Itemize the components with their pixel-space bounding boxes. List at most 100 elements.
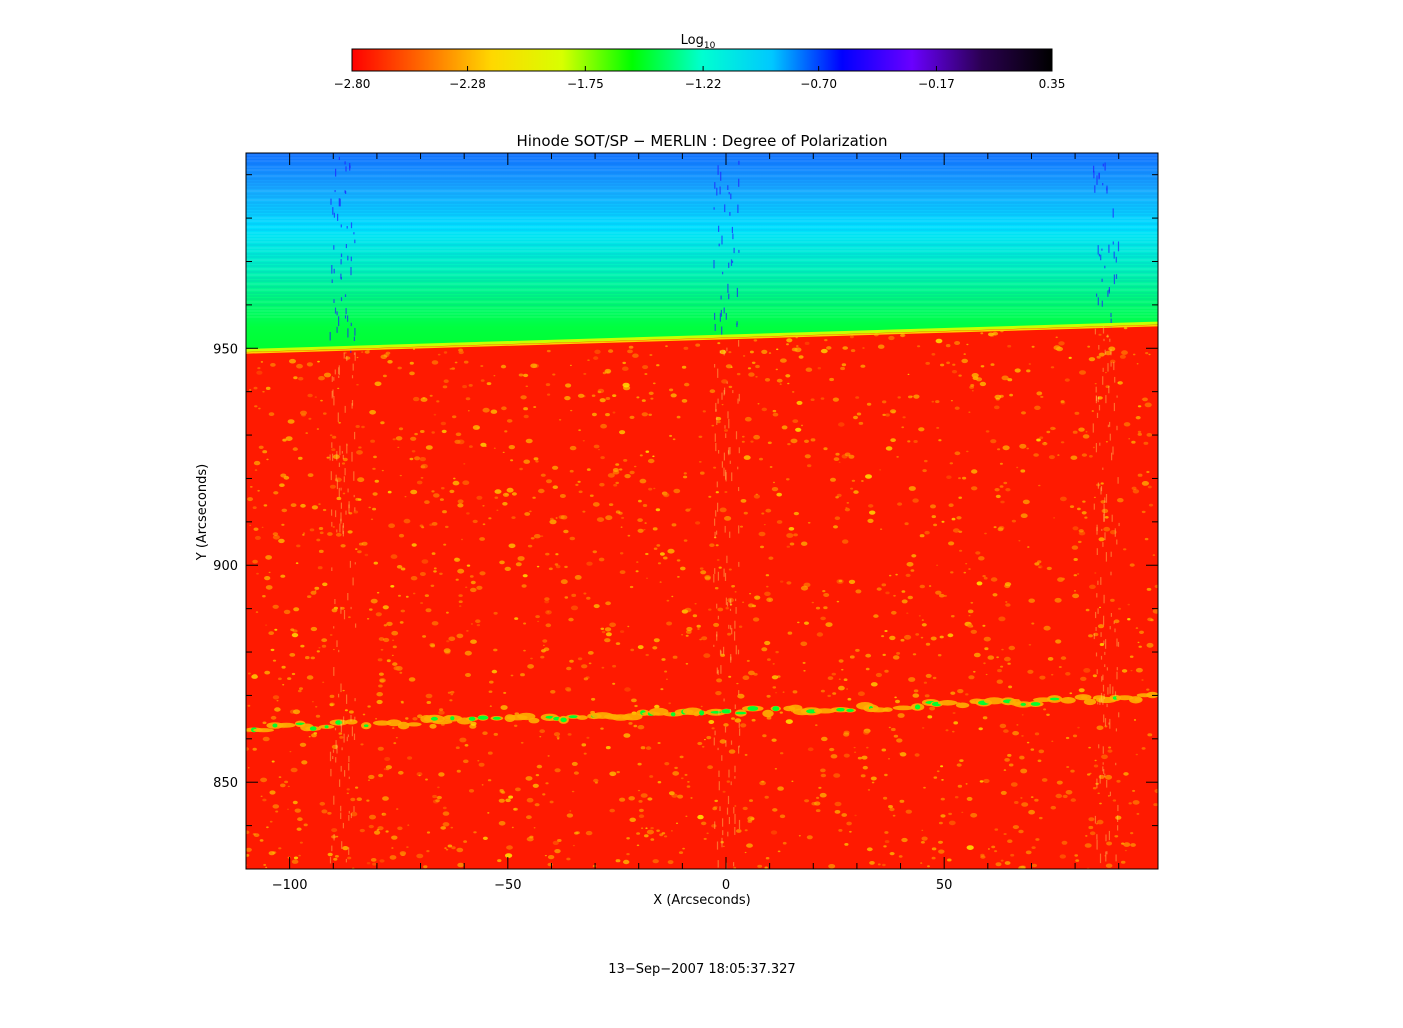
- speckle: [400, 700, 404, 703]
- speckle: [1036, 391, 1043, 396]
- speckle: [302, 534, 305, 536]
- speckle: [290, 503, 297, 507]
- streak-pixel: [342, 525, 344, 534]
- speckle: [558, 419, 562, 421]
- speckle: [553, 732, 561, 737]
- speckle: [1065, 736, 1070, 740]
- speckle: [919, 584, 925, 589]
- speckle: [530, 537, 535, 540]
- streak-pixel: [1112, 208, 1114, 218]
- speckle: [291, 672, 296, 676]
- streak-pixel: [343, 733, 345, 743]
- speckle: [520, 673, 525, 677]
- streak-pixel: [1103, 594, 1105, 604]
- streak-pixel: [716, 841, 719, 850]
- speckle: [1077, 726, 1080, 729]
- y-tick-label: 850: [213, 776, 238, 791]
- speckle: [853, 746, 856, 749]
- streak-pixel: [1098, 404, 1101, 411]
- speckle: [438, 772, 445, 777]
- speckle: [787, 631, 793, 635]
- streak-pixel: [723, 307, 725, 314]
- speckle: [598, 557, 605, 562]
- speckle: [1094, 759, 1097, 762]
- speckle: [823, 606, 828, 610]
- speckle: [716, 678, 723, 683]
- speckle: [262, 390, 265, 393]
- speckle: [256, 572, 259, 575]
- speckle: [804, 454, 811, 459]
- speckle: [622, 366, 629, 371]
- speckle: [695, 521, 701, 525]
- speckle: [924, 459, 928, 463]
- speckle: [523, 414, 529, 419]
- speckle: [433, 413, 437, 416]
- speckle: [439, 572, 443, 575]
- speckle: [1069, 505, 1075, 508]
- speckle: [473, 831, 477, 834]
- speckle: [426, 701, 432, 704]
- speckle: [838, 461, 841, 463]
- speckle: [764, 378, 771, 382]
- streak-pixel: [333, 667, 335, 676]
- speckle: [249, 486, 253, 488]
- speckle: [1089, 831, 1096, 836]
- speckle: [829, 747, 835, 752]
- speckle: [443, 543, 447, 546]
- speckle: [790, 438, 798, 444]
- speckle: [1146, 433, 1153, 437]
- speckle: [920, 862, 923, 864]
- speckle: [925, 673, 932, 678]
- speckle: [246, 847, 252, 852]
- speckle: [781, 425, 788, 430]
- speckle: [289, 653, 296, 657]
- speckle: [1043, 708, 1047, 711]
- speckle: [254, 469, 258, 471]
- speckle: [1132, 800, 1140, 805]
- speckle: [278, 677, 282, 681]
- speckle: [748, 670, 755, 676]
- speckle: [270, 363, 276, 367]
- speckle: [958, 477, 961, 480]
- speckle: [657, 781, 662, 784]
- speckle: [1003, 769, 1007, 771]
- speckle: [413, 348, 415, 350]
- streak-pixel: [333, 377, 335, 381]
- speckle: [616, 771, 620, 774]
- streak-pixel: [1116, 395, 1118, 398]
- speckle: [463, 840, 467, 843]
- speckle: [627, 625, 630, 628]
- streak-pixel: [1096, 293, 1098, 297]
- speckle: [482, 731, 488, 735]
- streak-pixel: [1105, 552, 1107, 562]
- speckle: [586, 736, 590, 739]
- speckle: [382, 605, 389, 610]
- network-halo: [1074, 694, 1092, 701]
- speckle: [698, 435, 703, 438]
- speckle: [382, 796, 389, 801]
- speckle: [1117, 498, 1124, 503]
- speckle: [449, 489, 455, 494]
- speckle: [1088, 817, 1095, 822]
- speckle: [895, 699, 900, 704]
- speckle: [392, 662, 398, 666]
- speckle: [1028, 809, 1035, 815]
- speckle: [1028, 644, 1032, 646]
- streak-pixel: [338, 487, 340, 498]
- speckle: [327, 852, 333, 857]
- streak-pixel: [1106, 779, 1108, 788]
- speckle: [605, 413, 610, 417]
- speckle: [1020, 513, 1028, 518]
- speckle: [1105, 441, 1108, 443]
- speckle: [1056, 346, 1063, 352]
- speckle: [246, 854, 250, 857]
- speckle: [321, 638, 328, 643]
- streak-pixel: [730, 740, 733, 745]
- speckle: [803, 582, 811, 588]
- speckle: [556, 736, 560, 739]
- speckle: [1021, 802, 1029, 807]
- speckle: [891, 610, 897, 615]
- speckle: [938, 840, 943, 844]
- speckle: [725, 607, 729, 610]
- speckle: [803, 670, 806, 672]
